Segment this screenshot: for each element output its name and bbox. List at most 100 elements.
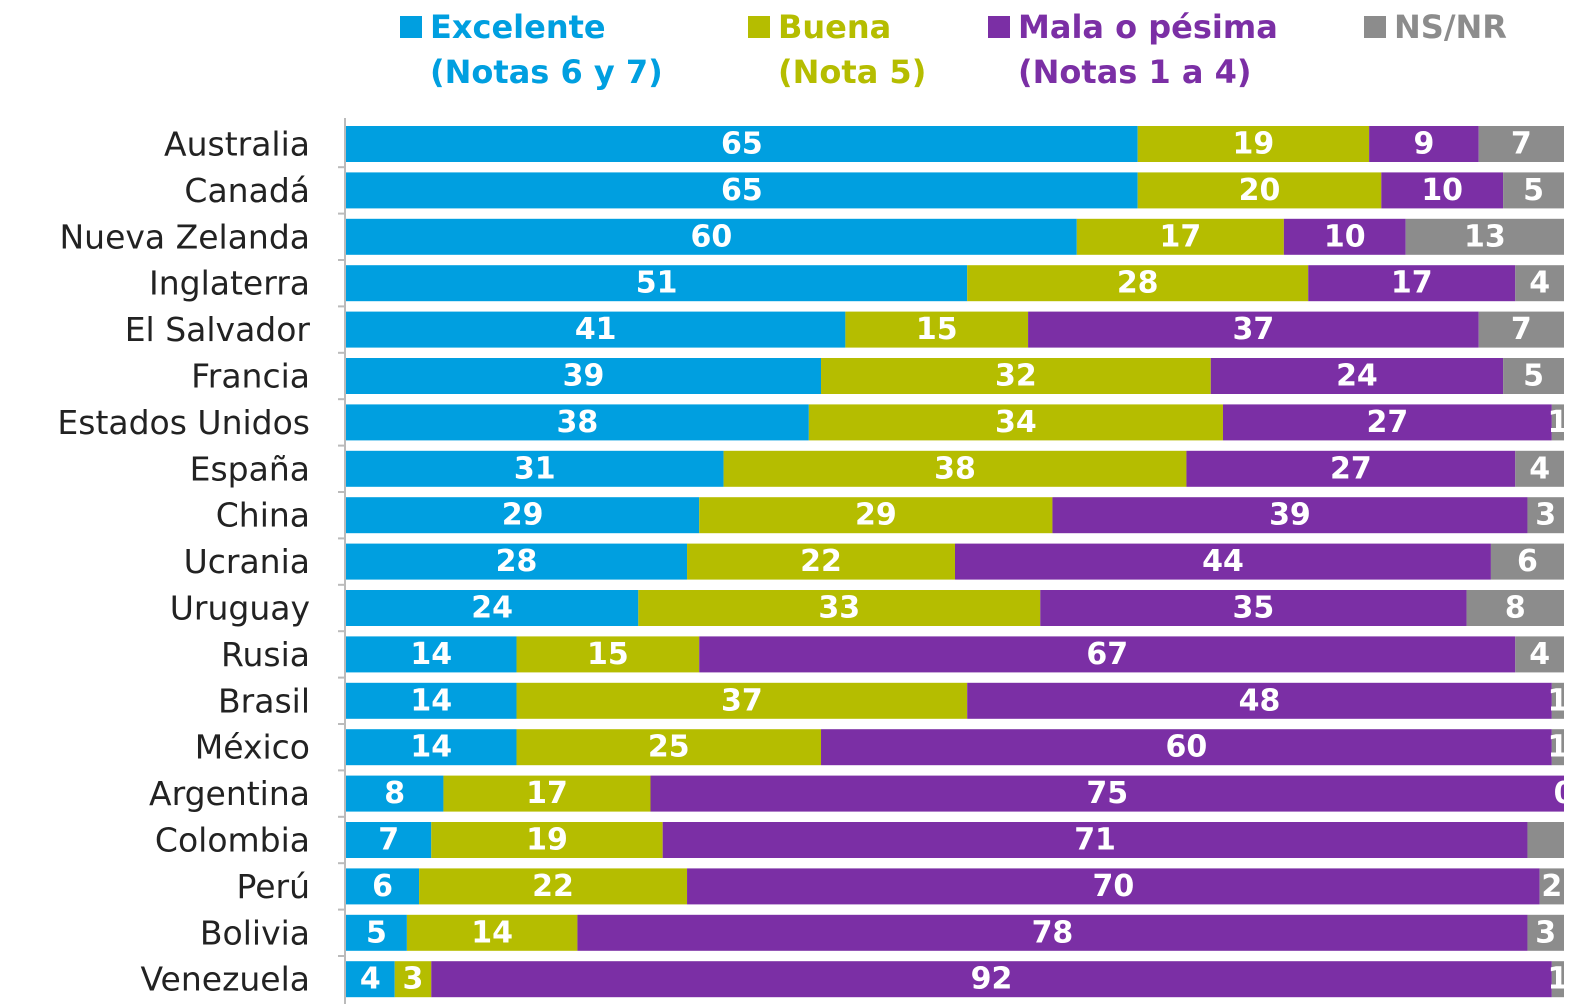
bar-segment bbox=[1186, 450, 1516, 487]
bar-segment bbox=[687, 543, 955, 580]
bar-segment bbox=[516, 636, 700, 673]
bar-segment bbox=[1210, 358, 1504, 394]
value-label: 15 bbox=[916, 312, 958, 347]
bar-segment bbox=[346, 265, 968, 302]
bar-segment bbox=[1381, 172, 1504, 209]
legend-swatch bbox=[748, 16, 770, 38]
value-label: 14 bbox=[471, 915, 513, 950]
value-label: 41 bbox=[575, 312, 617, 347]
value-label: 70 bbox=[1092, 869, 1134, 904]
bar-segment bbox=[699, 497, 1053, 534]
value-label: 5 bbox=[366, 915, 387, 950]
bar-segment bbox=[406, 914, 578, 951]
bar-segment bbox=[1137, 172, 1382, 209]
value-label: 7 bbox=[378, 823, 399, 858]
y-tick-label: El Salvador bbox=[125, 310, 311, 349]
bar-segment bbox=[346, 404, 809, 441]
y-tick-label: Venezuela bbox=[141, 960, 310, 999]
value-label: 67 bbox=[1086, 637, 1128, 672]
y-tick-label: España bbox=[190, 449, 310, 488]
value-label: 1 bbox=[1547, 962, 1568, 997]
bar-segment bbox=[346, 311, 846, 348]
value-label: 28 bbox=[1117, 266, 1159, 301]
value-label: 92 bbox=[971, 962, 1013, 997]
y-tick-label: China bbox=[216, 496, 310, 535]
value-label: 35 bbox=[1233, 591, 1275, 626]
value-label: 39 bbox=[1269, 498, 1311, 533]
value-label: 75 bbox=[1086, 776, 1128, 811]
bar-segment bbox=[1503, 172, 1564, 209]
value-label: 8 bbox=[1505, 591, 1526, 626]
value-label: 13 bbox=[1464, 219, 1506, 254]
bar-segment bbox=[419, 868, 688, 905]
bar-segment bbox=[346, 914, 407, 951]
value-label: 38 bbox=[934, 451, 976, 486]
bar-segment bbox=[443, 775, 651, 812]
value-label: 3 bbox=[1535, 915, 1556, 950]
value-label: 60 bbox=[691, 219, 733, 254]
value-label: 19 bbox=[526, 823, 568, 858]
value-label: 48 bbox=[1239, 683, 1281, 718]
value-label: 3 bbox=[403, 962, 424, 997]
bar-segment bbox=[346, 126, 1138, 162]
bar-segment bbox=[1551, 404, 1564, 441]
bar-segment bbox=[1369, 126, 1479, 162]
value-label: 4 bbox=[360, 962, 381, 997]
bar-segment bbox=[346, 450, 724, 487]
legend-label: Mala o pésima bbox=[1018, 8, 1278, 46]
y-tick-label: Bolivia bbox=[200, 913, 310, 952]
value-label: 5 bbox=[1523, 359, 1544, 394]
value-label: 14 bbox=[410, 730, 452, 765]
value-label: 31 bbox=[514, 451, 556, 486]
bar-segment bbox=[431, 961, 1552, 998]
value-label: 14 bbox=[410, 683, 452, 718]
bar-segment bbox=[723, 450, 1187, 487]
value-label: 7 bbox=[1511, 312, 1532, 347]
bar-segment bbox=[346, 868, 420, 905]
y-tick-label: Francia bbox=[191, 357, 310, 396]
bar-segment bbox=[1308, 265, 1516, 302]
y-tick-label: Estados Unidos bbox=[57, 403, 310, 442]
value-label: 17 bbox=[1159, 219, 1201, 254]
value-label: 0 bbox=[1554, 776, 1575, 811]
bar-segment bbox=[1076, 218, 1284, 255]
bar-segment bbox=[346, 636, 517, 673]
bar-segment bbox=[1527, 822, 1564, 858]
y-tick-label: Perú bbox=[236, 867, 310, 906]
value-label: 39 bbox=[563, 359, 605, 394]
bar-segment bbox=[346, 543, 688, 580]
legend-sublabel: (Notas 6 y 7) bbox=[430, 53, 663, 91]
bar-segment bbox=[1527, 497, 1564, 534]
value-label: 7 bbox=[1511, 127, 1532, 162]
bar-segment bbox=[687, 868, 1540, 905]
bar-segment bbox=[346, 590, 639, 626]
bar-segment bbox=[346, 961, 395, 998]
value-label: 44 bbox=[1202, 544, 1244, 579]
value-label: 1 bbox=[1547, 730, 1568, 765]
value-label: 14 bbox=[410, 637, 452, 672]
value-label: 6 bbox=[372, 869, 393, 904]
y-tick-label: Rusia bbox=[221, 635, 310, 674]
bar-segment bbox=[699, 636, 1516, 673]
bar-segment bbox=[1551, 729, 1564, 766]
bar-segment bbox=[516, 682, 968, 719]
value-label: 1 bbox=[1547, 405, 1568, 440]
bar-segment bbox=[1539, 868, 1564, 905]
value-label: 4 bbox=[1529, 637, 1550, 672]
value-label: 28 bbox=[496, 544, 538, 579]
value-label: 22 bbox=[800, 544, 842, 579]
bar-segment bbox=[1283, 218, 1406, 255]
bar-segment bbox=[1551, 961, 1564, 998]
bar-segment bbox=[1527, 914, 1564, 951]
value-label: 27 bbox=[1367, 405, 1409, 440]
value-label: 6 bbox=[1517, 544, 1538, 579]
bar-segment bbox=[431, 822, 663, 858]
bar-segment bbox=[1052, 497, 1528, 534]
value-label: 8 bbox=[384, 776, 405, 811]
bar-segment bbox=[346, 172, 1138, 209]
value-label: 51 bbox=[636, 266, 678, 301]
bar-segment bbox=[346, 682, 517, 719]
value-label: 1 bbox=[1547, 683, 1568, 718]
value-label: 25 bbox=[648, 730, 690, 765]
value-label: 10 bbox=[1324, 219, 1366, 254]
